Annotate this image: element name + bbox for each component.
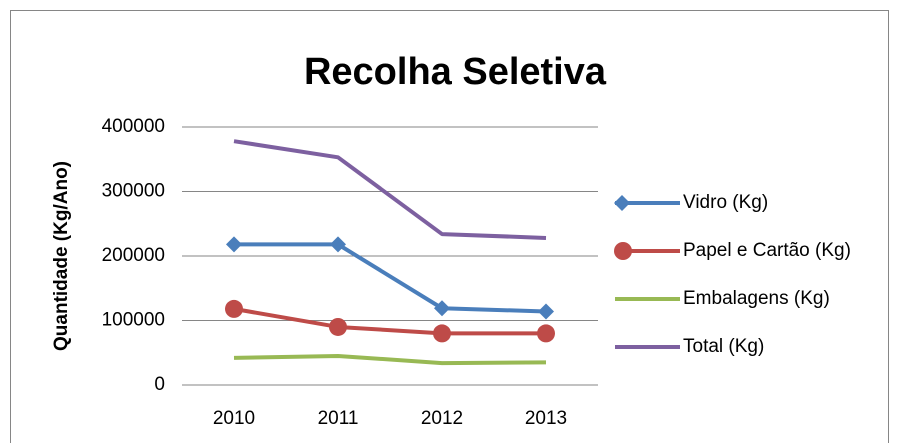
series-line	[233, 306, 546, 336]
x-tick-label: 2013	[525, 408, 567, 429]
x-tick-label: 2010	[213, 408, 255, 429]
y-tick-label: 100000	[102, 310, 165, 331]
legend-label: Total (Kg)	[683, 336, 764, 357]
data-point	[433, 324, 451, 343]
legend-marker	[614, 195, 630, 211]
data-point	[537, 324, 555, 343]
chart-title: Recolha Seletiva	[304, 51, 607, 93]
legend-label: Embalagens (Kg)	[683, 288, 830, 309]
series-line	[234, 242, 547, 314]
series-line	[233, 139, 547, 240]
y-tick-label: 200000	[102, 245, 165, 266]
y-tick-label: 300000	[102, 181, 165, 202]
data-point	[225, 299, 243, 318]
legend-label: Vidro (Kg)	[683, 192, 768, 213]
data-point	[330, 236, 346, 253]
data-point	[329, 317, 347, 336]
data-point	[226, 236, 242, 253]
legend-label: Papel e Cartão (Kg)	[683, 240, 851, 261]
chart-frame	[10, 10, 889, 443]
y-tick-label: 400000	[102, 116, 165, 137]
data-point	[434, 300, 450, 317]
x-tick-label: 2011	[318, 408, 359, 429]
x-tick-label: 2012	[421, 408, 463, 429]
y-tick-label: 0	[154, 374, 165, 395]
legend-marker	[614, 242, 632, 260]
series-line	[233, 353, 547, 366]
data-point	[538, 303, 554, 320]
y-axis-label: Quantidade (Kg/Ano)	[51, 161, 72, 351]
